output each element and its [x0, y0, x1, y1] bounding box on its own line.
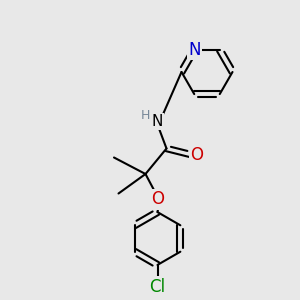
- Text: N: N: [188, 41, 200, 59]
- Text: N: N: [152, 114, 163, 129]
- Text: O: O: [190, 146, 204, 164]
- Text: H: H: [141, 109, 150, 122]
- Text: O: O: [151, 190, 164, 208]
- Text: Cl: Cl: [149, 278, 166, 296]
